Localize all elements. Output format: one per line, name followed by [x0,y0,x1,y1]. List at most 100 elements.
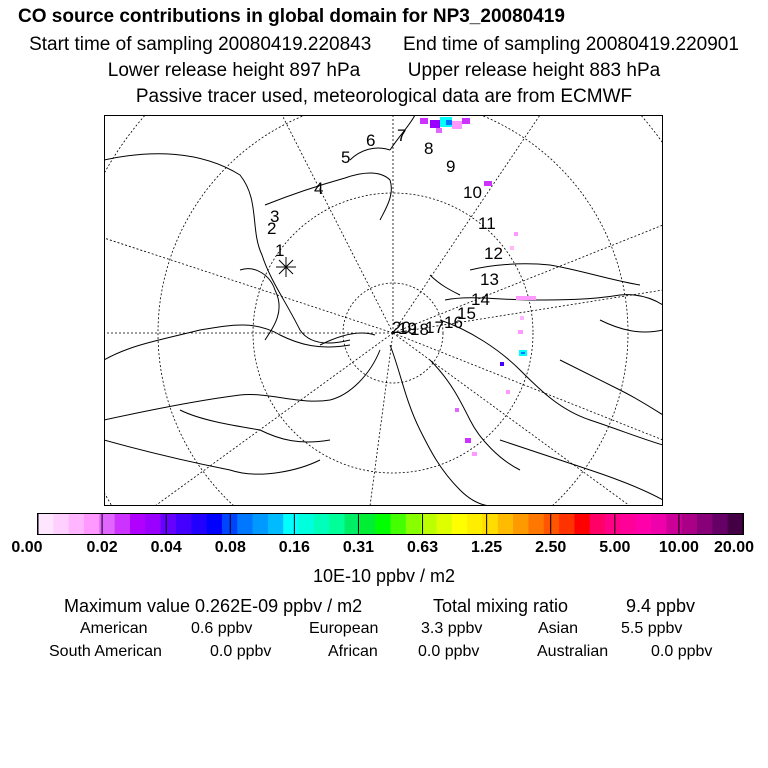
colorbar-swatch [528,514,545,534]
trajectory-label: 16 [444,313,463,332]
map-background [104,115,663,506]
colorbar-swatch [191,514,208,534]
colorbar-tick-label: 20.00 [713,539,755,556]
colorbar-frame [37,513,744,535]
colorbar-units: 10E-10 ppbv / m2 [312,566,456,586]
region-value: 0.6 ppbv [191,620,253,637]
region-name: American [80,620,148,637]
region-name: South American [49,643,162,660]
colorbar-tick-label: 1.25 [471,539,503,556]
colorbar-swatch [175,514,192,534]
graticule [104,115,663,506]
coastlines [104,115,663,506]
max-value: Maximum value 0.262E-09 ppbv / m2 [64,596,363,616]
lower-height: Lower release height 897 hPa [107,60,361,81]
trajectory-label: 18 [410,320,429,339]
region-value: 0.0 ppbv [210,643,272,660]
colorbar-tick-label: 2.50 [535,539,567,556]
colorbar-swatch [313,514,330,534]
colorbar-tick-label: 0.08 [214,539,246,556]
colorbar-swatch [589,514,606,534]
colorbar-swatch [727,514,744,534]
colorbar-swatch [651,514,667,534]
trajectory-label: 20 [392,318,411,337]
region-value: 5.5 ppbv [621,620,683,637]
region-name: Australian [537,643,609,660]
colorbar-swatch [267,514,284,534]
colorbar-swatch [390,514,407,534]
colorbar-swatch [436,514,453,534]
total-mixing-label: Total mixing ratio [433,596,569,616]
region-name: Asian [538,620,579,637]
colorbar-swatch [482,514,499,534]
colorbar-swatch [405,514,422,534]
trajectory-label: 17 [425,318,444,337]
total-mixing-value: 9.4 ppbv [626,596,696,616]
trajectory-label: 19 [398,319,417,338]
trajectory-label: 10 [463,183,482,202]
colorbar-swatch [620,514,637,534]
colorbar-swatch [38,514,54,534]
colorbar-swatch [344,514,361,534]
upper-height: Upper release height 883 hPa [407,60,661,81]
trajectory-label: 5 [341,148,350,167]
colorbar-tick-label: 0.04 [150,539,182,556]
region-name: European [309,620,379,637]
colorbar-swatch [605,514,621,534]
colorbar-swatch [252,514,269,534]
trajectory-label: 12 [484,244,503,263]
colorbar-swatch [635,514,652,534]
trajectory-label: 6 [366,131,375,150]
region-value: 3.3 ppbv [421,620,483,637]
region-value: 0.0 ppbv [418,643,480,660]
colorbar-swatch [712,514,729,534]
tracer-note: Passive tracer used, meteorological data… [135,86,633,107]
start-time: Start time of sampling 20080419.220843 [29,34,372,55]
colorbar-swatch [451,514,468,534]
colorbar [37,513,744,535]
end-time: End time of sampling 20080419.220901 [403,34,739,55]
colorbar-swatch [160,514,177,534]
release-heights: Lower release height 897 hPa Upper relea… [0,60,768,82]
colorbar-swatch [559,514,575,534]
trajectory-label: 3 [270,207,279,226]
colorbar-swatch [68,514,85,534]
colorbar-swatch [53,514,70,534]
colorbar-swatch [543,514,560,534]
trajectory-label: 2 [267,219,276,238]
colorbar-swatch [359,514,376,534]
colorbar-swatch [421,514,437,534]
colorbar-swatch [99,514,116,534]
trajectory-label: 15 [457,304,476,323]
colorbar-swatch [513,514,529,534]
colorbar-swatch [298,514,315,534]
colorbar-swatch [145,514,162,534]
colorbar-swatch [574,514,591,534]
trajectory-label: 11 [478,214,496,233]
colorbar-swatch [206,514,223,534]
colorbar-swatch [237,514,254,534]
trajectory-label: 8 [424,139,433,158]
trajectory-label: 14 [471,290,490,309]
colorbar-tick-label: 0.31 [342,539,375,556]
colorbar-swatch [666,514,683,534]
colorbar-tick-label: 10.00 [658,539,699,556]
trajectory-label: 4 [314,179,323,198]
colorbar-swatch [375,514,391,534]
colorbar-swatch [467,514,483,534]
concentration-patches [420,117,536,456]
map-frame [104,115,663,506]
colorbar-tick-label: 0.16 [278,539,310,556]
colorbar-swatch [681,514,698,534]
colorbar-swatch [697,514,713,534]
colorbar-swatch [129,514,146,534]
colorbar-swatch [83,514,100,534]
colorbar-swatch [114,514,131,534]
trajectory-label: 1 [275,241,284,260]
region-value: 0.0 ppbv [651,643,713,660]
sampling-times: Start time of sampling 20080419.220843 E… [0,34,768,56]
colorbar-tick-label: 0.02 [86,539,118,556]
region-name: African [328,643,378,660]
colorbar-tick-label: 0.63 [406,539,439,556]
